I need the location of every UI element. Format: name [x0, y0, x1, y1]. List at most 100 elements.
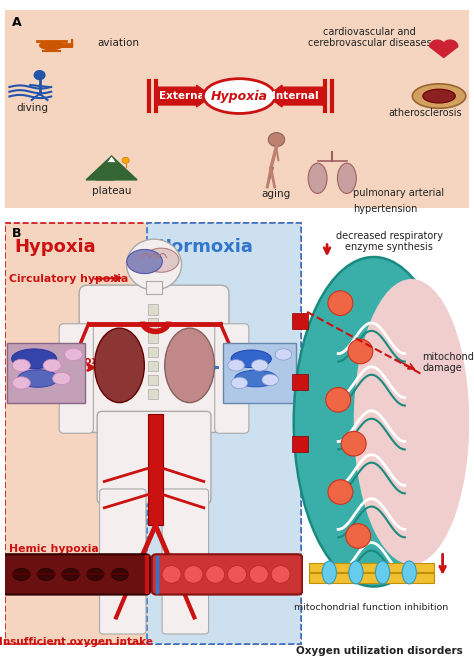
Bar	[148, 374, 158, 385]
Circle shape	[268, 132, 285, 146]
Ellipse shape	[12, 359, 30, 372]
Circle shape	[348, 339, 373, 364]
Text: Oxygen utilization disorders: Oxygen utilization disorders	[296, 646, 463, 656]
Ellipse shape	[40, 42, 63, 49]
Bar	[148, 333, 158, 343]
Text: Internal: Internal	[272, 91, 319, 101]
Bar	[309, 573, 434, 583]
FancyArrow shape	[155, 85, 211, 107]
FancyBboxPatch shape	[59, 324, 93, 433]
Text: Circulatory hypoxia: Circulatory hypoxia	[9, 274, 129, 284]
Text: cardiovascular and
cerebrovascular diseases: cardiovascular and cerebrovascular disea…	[308, 27, 431, 48]
Polygon shape	[429, 40, 445, 47]
Text: Normoxia: Normoxia	[156, 239, 253, 256]
Ellipse shape	[231, 350, 271, 368]
Circle shape	[162, 565, 181, 583]
Text: Insufficient oxygen intake: Insufficient oxygen intake	[0, 637, 153, 647]
Ellipse shape	[53, 372, 71, 385]
Ellipse shape	[87, 568, 104, 581]
Ellipse shape	[203, 78, 275, 113]
Ellipse shape	[235, 370, 277, 387]
Circle shape	[326, 387, 351, 412]
Ellipse shape	[308, 163, 327, 194]
Ellipse shape	[12, 377, 30, 389]
Text: pulmonary arterial: pulmonary arterial	[353, 188, 444, 198]
FancyBboxPatch shape	[215, 324, 249, 433]
Ellipse shape	[262, 374, 279, 386]
FancyBboxPatch shape	[152, 554, 302, 594]
Circle shape	[228, 565, 246, 583]
Ellipse shape	[275, 349, 292, 360]
Text: mitochondrial function inhibition: mitochondrial function inhibition	[294, 603, 448, 612]
FancyBboxPatch shape	[147, 223, 301, 644]
Circle shape	[346, 524, 371, 548]
Polygon shape	[429, 47, 458, 57]
Bar	[309, 563, 434, 573]
Ellipse shape	[251, 360, 268, 371]
Bar	[292, 313, 309, 329]
Bar	[292, 374, 309, 390]
Ellipse shape	[231, 377, 247, 389]
Ellipse shape	[402, 561, 416, 584]
Ellipse shape	[43, 359, 61, 372]
Ellipse shape	[354, 279, 469, 565]
FancyBboxPatch shape	[57, 44, 73, 47]
Circle shape	[341, 432, 366, 456]
Bar	[148, 347, 158, 357]
Circle shape	[184, 565, 203, 583]
Circle shape	[206, 565, 225, 583]
Ellipse shape	[94, 328, 144, 403]
Text: decreased respiratory
enzyme synthesis: decreased respiratory enzyme synthesis	[336, 231, 443, 252]
Ellipse shape	[64, 348, 82, 360]
Ellipse shape	[228, 360, 245, 371]
FancyBboxPatch shape	[2, 554, 150, 594]
Ellipse shape	[13, 568, 30, 581]
Ellipse shape	[337, 163, 356, 194]
FancyBboxPatch shape	[5, 223, 301, 644]
Bar	[148, 360, 158, 371]
Circle shape	[328, 480, 353, 504]
FancyBboxPatch shape	[7, 343, 85, 403]
Text: Hypoxia: Hypoxia	[211, 90, 268, 103]
Ellipse shape	[12, 349, 57, 368]
Text: aviation: aviation	[98, 38, 140, 49]
Text: hypertension: hypertension	[353, 204, 418, 214]
Ellipse shape	[37, 568, 55, 581]
Bar	[148, 414, 163, 525]
FancyBboxPatch shape	[162, 489, 209, 634]
FancyBboxPatch shape	[79, 285, 229, 432]
Bar	[292, 436, 309, 451]
Text: plateau: plateau	[92, 186, 131, 196]
Bar	[148, 389, 158, 399]
Polygon shape	[96, 166, 114, 180]
Text: Hypoxic hypoxia: Hypoxic hypoxia	[9, 356, 110, 366]
Text: mitochondrial
damage: mitochondrial damage	[423, 352, 474, 373]
Bar	[148, 318, 158, 329]
Ellipse shape	[423, 89, 456, 103]
Polygon shape	[107, 156, 116, 163]
FancyBboxPatch shape	[223, 343, 296, 403]
Text: aging: aging	[262, 188, 291, 199]
Text: B: B	[12, 227, 21, 241]
Ellipse shape	[143, 248, 179, 272]
Ellipse shape	[349, 561, 363, 584]
Polygon shape	[442, 40, 458, 47]
Circle shape	[271, 565, 290, 583]
Circle shape	[249, 565, 268, 583]
Ellipse shape	[412, 84, 466, 108]
FancyBboxPatch shape	[0, 6, 474, 212]
Circle shape	[328, 291, 353, 316]
Circle shape	[127, 239, 182, 290]
Bar	[71, 40, 72, 45]
Ellipse shape	[322, 561, 337, 584]
FancyBboxPatch shape	[97, 411, 211, 503]
Text: atherosclerosis: atherosclerosis	[388, 109, 462, 119]
Ellipse shape	[62, 568, 79, 581]
Bar	[148, 304, 158, 315]
FancyArrow shape	[267, 85, 323, 107]
Text: Hypoxia: Hypoxia	[14, 239, 96, 256]
Bar	[146, 281, 162, 294]
Ellipse shape	[375, 561, 390, 584]
Ellipse shape	[111, 568, 128, 581]
Text: A: A	[12, 16, 21, 29]
